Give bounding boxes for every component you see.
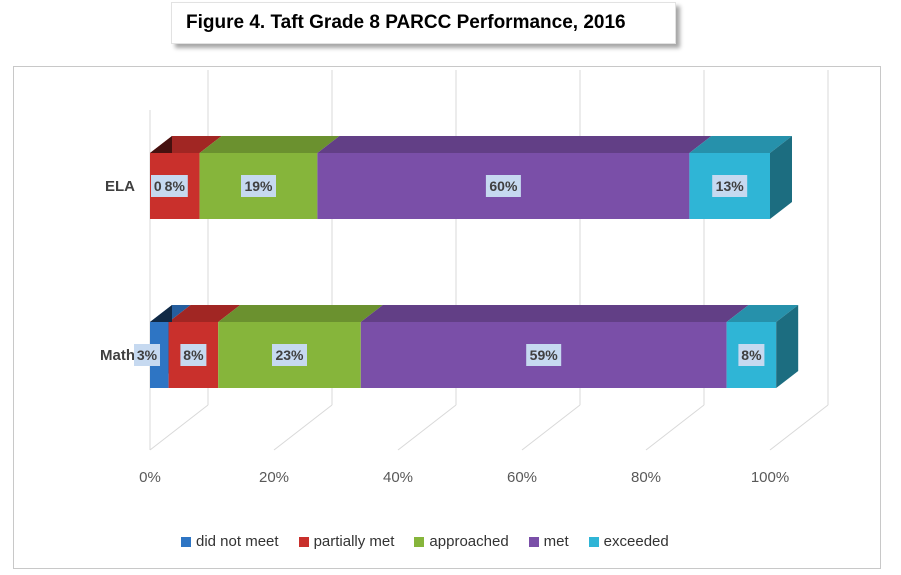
gridline-floor [645, 404, 705, 451]
data-label: 19% [244, 178, 273, 194]
category-label: ELA [105, 178, 135, 195]
legend-swatch [528, 536, 539, 547]
gridline-floor [521, 404, 581, 451]
bar-side-face [776, 305, 799, 388]
x-tick-label: 80% [631, 469, 661, 486]
legend-label: did not meet [196, 533, 279, 550]
data-label-box [485, 175, 521, 197]
data-label-box [241, 175, 276, 197]
data-label-box [712, 175, 748, 197]
data-label: 8% [741, 347, 762, 363]
legend-item: exceeded [588, 533, 669, 550]
legend-swatch [588, 536, 599, 547]
legend-label: approached [429, 533, 509, 550]
data-label: 13% [716, 178, 745, 194]
data-label: 23% [275, 347, 304, 363]
bar-top-face [726, 305, 799, 322]
legend-label: exceeded [603, 533, 669, 550]
legend-swatch [298, 536, 309, 547]
bar-top-face [218, 305, 383, 322]
x-tick-label: 100% [751, 469, 789, 486]
legend-item: did not meet [181, 533, 279, 550]
data-label-box [134, 344, 160, 366]
data-label: 8% [165, 178, 186, 194]
data-label-box [161, 175, 188, 197]
bar-side-face [770, 136, 792, 219]
bar-top-face [199, 136, 340, 153]
chart-legend: did not meet partially met approached met ex… [181, 533, 669, 550]
x-tick-label: 60% [507, 469, 537, 486]
category-label: Math [100, 347, 135, 364]
legend-label: partially met [313, 533, 395, 550]
bar-top-face [689, 136, 792, 153]
legend-label: met [543, 533, 569, 550]
bar-top-face [168, 305, 241, 322]
data-label-box [180, 344, 207, 366]
chart-title-box: Figure 4. Taft Grade 8 PARCC Performance… [171, 2, 676, 44]
data-label: 60% [489, 178, 518, 194]
data-label-box [738, 344, 765, 366]
chart-title: Figure 4. Taft Grade 8 PARCC Performance… [186, 12, 626, 33]
gridline-floor [769, 404, 829, 451]
gridline-floor [273, 404, 333, 451]
gridline-floor [149, 404, 209, 451]
x-tick-label: 20% [259, 469, 289, 486]
data-label-box [526, 344, 562, 366]
x-tick-label: 40% [383, 469, 413, 486]
legend-item: partially met [298, 533, 395, 550]
data-label: 59% [530, 347, 559, 363]
legend-item: approached [414, 533, 509, 550]
legend-swatch [181, 536, 191, 547]
bar-top-face [360, 305, 749, 322]
legend-item: met [528, 533, 569, 550]
x-tick-label: 0% [139, 469, 161, 486]
legend-swatch [414, 536, 425, 547]
bar-top-face [317, 136, 712, 153]
data-label-box [272, 344, 307, 366]
data-label: 8% [183, 347, 204, 363]
data-label: 3% [137, 347, 158, 363]
gridline-floor [397, 404, 457, 451]
